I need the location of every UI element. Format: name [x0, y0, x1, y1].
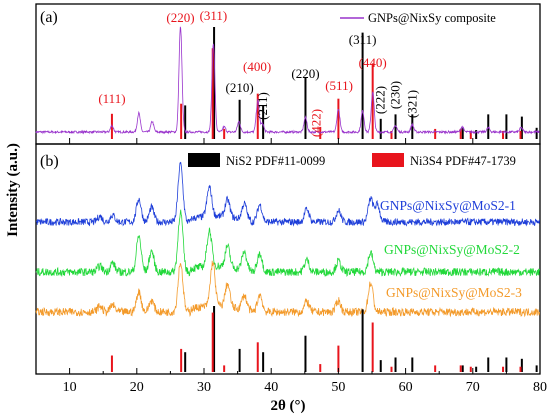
mos2-1-line [35, 161, 540, 227]
legend-nis2-label: NiS2 PDF#11-0099 [226, 154, 325, 168]
panel-b-label: (b) [40, 153, 59, 170]
hkl-label-13: (321) [404, 90, 419, 118]
hkl-label-6: (220) [291, 66, 319, 81]
series-label-mos2-1: GNPs@NixSy@MoS2-1 [380, 198, 516, 213]
hkl-label-1: (220) [166, 10, 194, 25]
hkl-label-4: (400) [243, 59, 271, 74]
hkl-label-7: (422) [308, 109, 323, 137]
series-label-mos2-3: GNPs@NixSy@MoS2-3 [386, 285, 522, 300]
x-tick-label-2: 30 [197, 380, 211, 395]
hkl-label-8: (511) [325, 78, 353, 93]
panel-a-label: (a) [40, 9, 58, 26]
hkl-label-10: (440) [359, 55, 387, 70]
x-tick-label-3: 40 [264, 380, 278, 395]
mos2-3-line [35, 260, 540, 318]
series-label-mos2-2: GNPs@NixSy@MoS2-2 [384, 242, 520, 257]
hkl-label-11: (222) [373, 86, 388, 114]
x-tick-label-7: 80 [533, 380, 547, 395]
x-axis-title: 2θ (°) [270, 398, 305, 414]
hkl-label-3: (210) [226, 80, 254, 95]
y-axis-title: Intensity (a.u.) [5, 143, 21, 237]
composite-line [35, 26, 540, 135]
x-tick-label-0: 10 [63, 380, 77, 395]
hkl-label-5: (211) [255, 92, 270, 120]
hkl-label-9: (311) [349, 32, 377, 47]
hkl-label-0: (111) [98, 91, 125, 106]
legend-ni3s4-swatch [372, 153, 404, 167]
legend-ni3s4-label: Ni3S4 PDF#47-1739 [410, 154, 516, 168]
x-tick-label-6: 70 [466, 380, 480, 395]
mos2-2-line [35, 209, 540, 278]
x-tick-label-4: 50 [331, 380, 345, 395]
x-tick-label-5: 60 [399, 380, 413, 395]
legend-composite-label: GNPs@NixSy composite [368, 11, 496, 25]
hkl-label-2: (311) [200, 8, 228, 23]
x-tick-label-1: 20 [130, 380, 144, 395]
panel-b-frame [35, 143, 541, 375]
legend-nis2-swatch [188, 153, 220, 167]
hkl-label-12: (230) [388, 81, 403, 109]
